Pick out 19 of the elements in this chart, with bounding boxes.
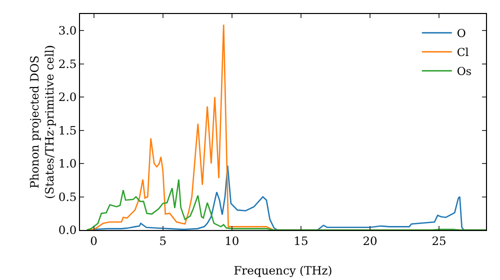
x-tick-label: 15 — [294, 234, 308, 248]
legend-label: Os — [456, 65, 472, 78]
x-tick-label: 0 — [90, 234, 98, 248]
x-axis-title: Frequency (THz) — [234, 264, 332, 278]
legend-label: O — [456, 27, 466, 40]
y-tick-label: 3.0 — [58, 24, 77, 38]
y-tick-label: 2.0 — [58, 90, 77, 104]
x-tick-label: 25 — [432, 234, 446, 248]
y-tick-label: 2.5 — [58, 56, 77, 71]
y-axis-title: Phonon projected DOS (States/THz·primitive cell) — [27, 45, 56, 199]
y-tick-label: 1.0 — [58, 156, 77, 171]
y-tick-label: 1.5 — [58, 123, 77, 138]
x-tick-label: 5 — [159, 234, 167, 248]
legend-label: Cl — [456, 46, 470, 60]
line-series — [86, 178, 486, 230]
y-tick-label: 0.5 — [58, 190, 77, 204]
y-tick-label: 0.0 — [58, 223, 77, 238]
x-tick-label: 10 — [224, 234, 240, 248]
x-tick-label: 20 — [362, 234, 378, 248]
